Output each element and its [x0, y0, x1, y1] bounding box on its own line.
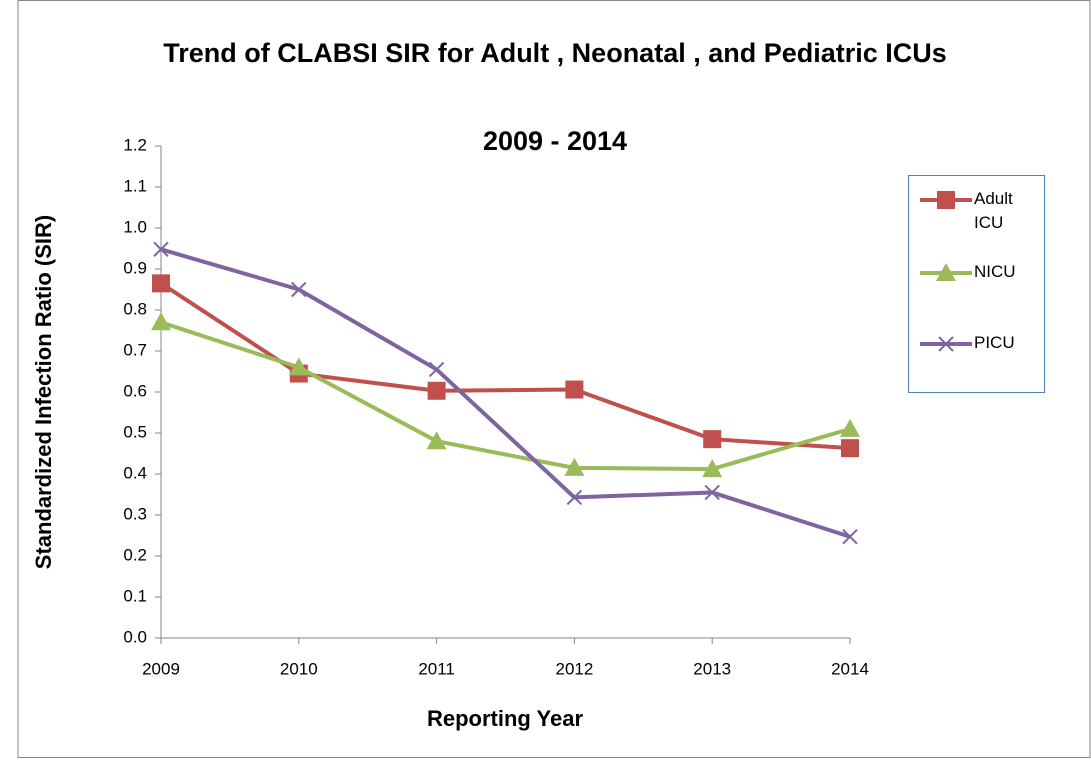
- marker: [704, 484, 720, 501]
- marker: [841, 439, 859, 458]
- marker: [936, 263, 956, 281]
- series-line: [160, 320, 851, 472]
- chart-title: Trend of CLABSI SIR for Adult , Neonatal…: [163, 38, 947, 68]
- y-tick-label: 0.4: [123, 463, 147, 482]
- legend-label: NICU: [974, 262, 1016, 281]
- marker: [702, 459, 723, 478]
- y-tick-label: 0.6: [123, 381, 147, 400]
- x-tick-label: 2012: [555, 659, 593, 678]
- marker: [426, 431, 447, 450]
- marker: [428, 361, 445, 378]
- marker: [565, 380, 584, 399]
- legend: [908, 175, 1045, 393]
- x-tick-label: 2014: [831, 659, 869, 678]
- marker: [288, 357, 309, 376]
- series-line: [159, 281, 851, 451]
- x-tick-label: 2010: [280, 659, 318, 678]
- marker: [152, 274, 170, 293]
- y-tick-label: 0.7: [123, 340, 147, 359]
- y-tick-label: 1.1: [123, 176, 147, 195]
- marker: [840, 418, 860, 437]
- marker: [151, 312, 171, 331]
- marker: [566, 489, 583, 506]
- y-tick-label: 1.2: [123, 135, 147, 154]
- x-axis-label: Reporting Year: [427, 706, 584, 731]
- x-tick-label: 2011: [418, 659, 455, 678]
- chart-frame: [17, 0, 1091, 758]
- y-tick-label: 0.9: [123, 258, 147, 277]
- marker: [564, 457, 585, 476]
- marker: [291, 281, 307, 298]
- x-tick-label: 2009: [142, 659, 180, 678]
- marker: [153, 241, 169, 258]
- marker: [937, 191, 955, 209]
- x-tick-label: 2013: [693, 659, 731, 678]
- legend-label: Adult ICU: [974, 189, 1013, 232]
- legend-label: PICU: [974, 333, 1015, 352]
- y-tick-label: 0.1: [123, 586, 147, 605]
- y-tick-label: 0.8: [123, 299, 147, 318]
- chart-subtitle: 2009 - 2014: [482, 126, 628, 156]
- y-tick-label: 0.5: [123, 422, 147, 441]
- marker: [703, 430, 722, 449]
- marker: [842, 529, 858, 545]
- marker: [427, 381, 446, 400]
- series-line: [160, 247, 851, 539]
- y-tick-label: 1.0: [123, 217, 147, 236]
- y-tick-label: 0.0: [123, 627, 147, 646]
- y-tick-label: 0.2: [123, 545, 147, 564]
- marker: [938, 336, 954, 352]
- y-tick-label: 0.3: [123, 504, 147, 523]
- y-axis-label: Standardized Infection Ratio (SIR): [31, 215, 56, 569]
